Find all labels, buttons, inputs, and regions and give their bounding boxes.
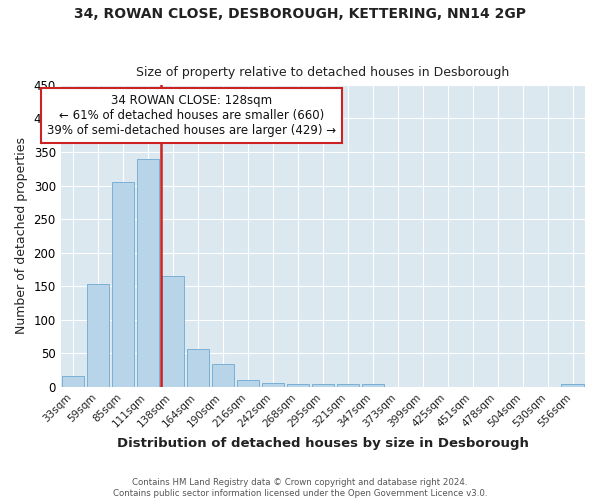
Bar bbox=[137, 158, 159, 387]
Bar bbox=[87, 284, 109, 387]
Text: 34 ROWAN CLOSE: 128sqm
← 61% of detached houses are smaller (660)
39% of semi-de: 34 ROWAN CLOSE: 128sqm ← 61% of detached… bbox=[47, 94, 337, 137]
Bar bbox=[362, 384, 384, 387]
Y-axis label: Number of detached properties: Number of detached properties bbox=[15, 138, 28, 334]
Text: 34, ROWAN CLOSE, DESBOROUGH, KETTERING, NN14 2GP: 34, ROWAN CLOSE, DESBOROUGH, KETTERING, … bbox=[74, 8, 526, 22]
X-axis label: Distribution of detached houses by size in Desborough: Distribution of detached houses by size … bbox=[117, 437, 529, 450]
Bar bbox=[262, 383, 284, 387]
Bar bbox=[162, 276, 184, 387]
Bar bbox=[561, 384, 584, 387]
Bar bbox=[62, 376, 85, 387]
Bar bbox=[187, 348, 209, 387]
Title: Size of property relative to detached houses in Desborough: Size of property relative to detached ho… bbox=[136, 66, 509, 80]
Bar bbox=[236, 380, 259, 387]
Text: Contains HM Land Registry data © Crown copyright and database right 2024.
Contai: Contains HM Land Registry data © Crown c… bbox=[113, 478, 487, 498]
Bar bbox=[212, 364, 234, 387]
Bar bbox=[337, 384, 359, 387]
Bar bbox=[287, 384, 309, 387]
Bar bbox=[311, 384, 334, 387]
Bar bbox=[112, 182, 134, 387]
